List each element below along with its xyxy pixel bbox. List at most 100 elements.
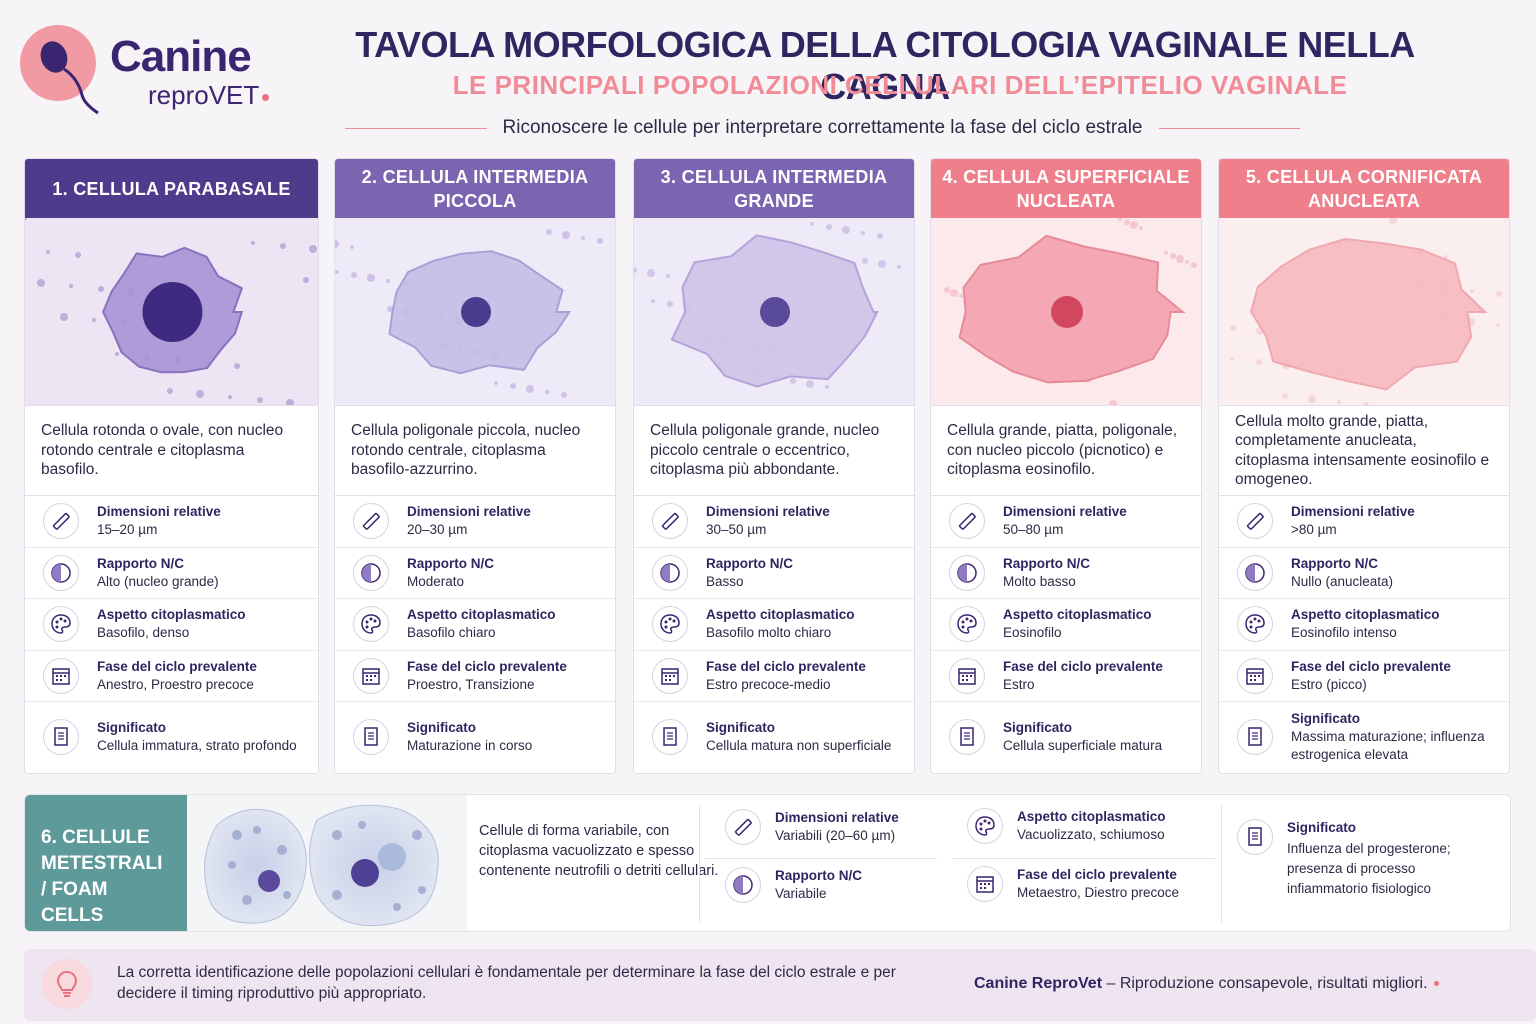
ruler-icon — [652, 503, 688, 540]
row-dimensions: Dimensioni relative 20–30 µm — [335, 496, 615, 548]
foam-dimensions: Dimensioni relative Variabili (20–60 µm) — [725, 809, 899, 845]
palette-icon — [652, 606, 688, 643]
divider — [699, 805, 700, 923]
label-dimensions: Dimensioni relative — [97, 504, 221, 520]
cell-card: 1. CELLULA PARABASALE Cellula rotonda o … — [24, 158, 319, 774]
tagline: Riconoscere le cellule per interpretare … — [345, 117, 1301, 139]
label-cycle-phase: Fase del ciclo prevalente — [1291, 658, 1451, 674]
palette-icon — [1237, 606, 1273, 643]
label-nc-ratio: Rapporto N/C — [1003, 555, 1090, 571]
label-dimensions: Dimensioni relative — [775, 810, 899, 825]
calendar-icon — [43, 657, 79, 694]
value-cycle-phase: Estro precoce-medio — [706, 676, 831, 692]
cell-card: 4. CELLULA SUPERFICIALE NUCLEATA Cellula… — [930, 158, 1202, 774]
value-dimensions: 15–20 µm — [97, 522, 158, 538]
foam-meaning: Significato Influenza del progesterone; p… — [1237, 819, 1477, 899]
value-cycle-phase: Anestro, Proestro precoce — [97, 676, 254, 692]
label-meaning: Significato — [1291, 711, 1361, 726]
row-nc-ratio: Rapporto N/C Basso — [634, 548, 914, 599]
footer-note: La corretta identificazione delle popola… — [117, 964, 896, 1002]
page-title: TAVOLA MORFOLOGICA DELLA CITOLOGIA VAGIN… — [355, 24, 1415, 107]
cell-card: 5. CELLULA CORNIFICATA ANUCLEATA Cellula… — [1218, 158, 1510, 774]
label-cycle-phase: Fase del ciclo prevalente — [407, 658, 567, 674]
half-circle-icon — [1237, 554, 1273, 591]
foam-cells-description: Cellule di forma variabile, con citoplas… — [479, 823, 719, 879]
value-cytoplasm: Eosinofilo — [1003, 625, 1062, 641]
card-description: Cellula poligonale piccola, nucleo roton… — [335, 406, 615, 496]
palette-icon — [949, 606, 985, 643]
value-meaning: Massima maturazione; influenza estrogeni… — [1291, 729, 1485, 762]
row-nc-ratio: Rapporto N/C Nullo (anucleata) — [1219, 548, 1509, 599]
value-cytoplasm: Basofilo chiaro — [407, 625, 496, 641]
row-cytoplasm: Aspetto citoplasmatico Eosinofilo intenso — [1219, 599, 1509, 651]
value-dimensions: >80 µm — [1291, 522, 1337, 538]
half-circle-icon — [353, 554, 389, 591]
label-nc-ratio: Rapporto N/C — [775, 868, 862, 883]
cell-image — [931, 218, 1201, 406]
ruler-icon — [1237, 503, 1273, 540]
value-nc-ratio: Basso — [706, 573, 744, 589]
value-nc-ratio: Nullo (anucleata) — [1291, 573, 1394, 589]
calendar-icon — [1237, 657, 1273, 694]
label-cytoplasm: Aspetto citoplasmatico — [706, 607, 855, 623]
document-icon — [1237, 819, 1273, 855]
value-cytoplasm: Vacuolizzato, schiumoso — [1017, 827, 1165, 842]
logo-subtitle: reproVET — [148, 81, 270, 109]
ruler-icon — [43, 503, 79, 540]
label-cycle-phase: Fase del ciclo prevalente — [1017, 867, 1177, 882]
divider — [953, 858, 1215, 859]
lightbulb-icon — [42, 959, 92, 1009]
half-circle-icon — [43, 554, 79, 591]
foam-cells-panel: 6. CELLULE METESTRALI / FOAM CELLS Cellu… — [24, 794, 1511, 932]
card-description: Cellula molto grande, piatta, completame… — [1219, 406, 1509, 496]
card-title: 5. CELLULA CORNIFICATA ANUCLEATA — [1219, 159, 1509, 218]
value-nc-ratio: Alto (nucleo grande) — [97, 573, 219, 589]
row-meaning: Significato Cellula superficiale matura — [931, 702, 1201, 772]
card-title: 1. CELLULA PARABASALE — [25, 159, 318, 218]
row-cytoplasm: Aspetto citoplasmatico Basofilo chiaro — [335, 599, 615, 651]
value-nc-ratio: Moderato — [407, 573, 465, 589]
divider — [705, 858, 937, 859]
label-meaning: Significato — [1287, 820, 1357, 835]
label-cycle-phase: Fase del ciclo prevalente — [1003, 658, 1163, 674]
card-title: 2. CELLULA INTERMEDIA PICCOLA — [335, 159, 615, 218]
foam-cytoplasm: Aspetto citoplasmatico Vacuolizzato, schi… — [967, 808, 1166, 844]
label-nc-ratio: Rapporto N/C — [97, 555, 184, 571]
half-circle-icon — [652, 554, 688, 591]
row-meaning: Significato Cellula matura non superficia… — [634, 702, 914, 772]
row-nc-ratio: Rapporto N/C Molto basso — [931, 548, 1201, 599]
document-icon — [43, 719, 79, 755]
value-dimensions: Variabili (20–60 µm) — [775, 828, 896, 843]
footer-brand: Canine ReproVet – Riproduzione consapevo… — [974, 975, 1439, 993]
document-icon — [1237, 719, 1273, 755]
label-cycle-phase: Fase del ciclo prevalente — [706, 658, 866, 674]
document-icon — [353, 719, 389, 755]
label-cytoplasm: Aspetto citoplasmatico — [1003, 607, 1152, 623]
label-meaning: Significato — [706, 720, 776, 735]
label-dimensions: Dimensioni relative — [1291, 504, 1415, 520]
half-circle-icon — [949, 554, 985, 591]
document-icon — [652, 719, 688, 755]
row-dimensions: Dimensioni relative >80 µm — [1219, 496, 1509, 548]
label-cytoplasm: Aspetto citoplasmatico — [97, 607, 246, 623]
value-cytoplasm: Basofilo, denso — [97, 625, 190, 641]
value-meaning: Cellula superficiale matura — [1003, 738, 1163, 753]
label-cytoplasm: Aspetto citoplasmatico — [1291, 607, 1440, 623]
value-cytoplasm: Basofilo molto chiaro — [706, 625, 832, 641]
ruler-icon — [949, 503, 985, 540]
label-cytoplasm: Aspetto citoplasmatico — [407, 607, 556, 623]
ruler-icon — [353, 503, 389, 540]
value-nc-ratio: Molto basso — [1003, 573, 1076, 589]
value-cytoplasm: Eosinofilo intenso — [1291, 625, 1397, 641]
cell-image — [335, 218, 615, 406]
cell-image — [634, 218, 914, 406]
cell-image — [25, 218, 318, 406]
ruler-icon — [725, 809, 761, 845]
value-cycle-phase: Proestro, Transizione — [407, 676, 535, 692]
label-meaning: Significato — [1003, 720, 1073, 735]
label-nc-ratio: Rapporto N/C — [407, 555, 494, 571]
cell-card: 2. CELLULA INTERMEDIA PICCOLA Cellula po… — [334, 158, 616, 774]
value-meaning: Maturazione in corso — [407, 738, 533, 753]
cell-image — [1219, 218, 1509, 406]
half-circle-icon — [725, 867, 761, 903]
